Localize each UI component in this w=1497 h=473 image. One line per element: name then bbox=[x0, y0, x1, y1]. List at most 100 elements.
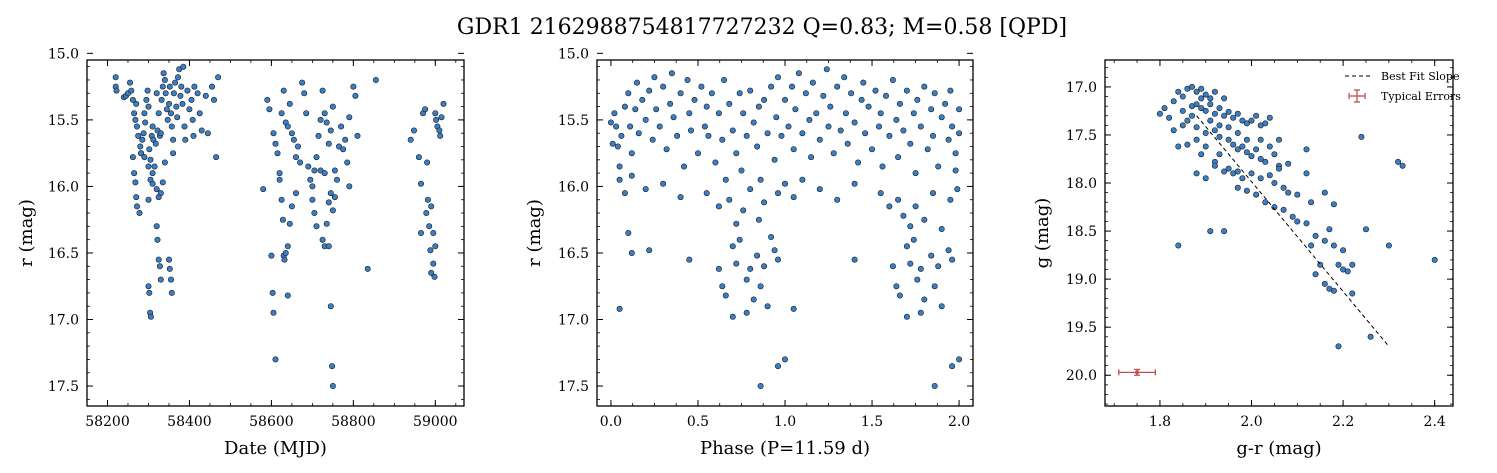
data-point bbox=[686, 110, 693, 117]
data-point bbox=[627, 123, 634, 130]
data-point bbox=[781, 180, 788, 187]
data-point bbox=[865, 103, 872, 110]
data-point bbox=[133, 100, 140, 107]
data-point bbox=[149, 170, 156, 177]
data-point bbox=[945, 247, 952, 254]
data-point bbox=[663, 146, 670, 153]
data-point bbox=[616, 163, 623, 170]
data-point bbox=[825, 123, 832, 130]
y-tick-label: 17.0 bbox=[48, 313, 79, 329]
data-point bbox=[761, 263, 768, 270]
data-point bbox=[1280, 184, 1287, 191]
data-point bbox=[862, 130, 869, 137]
data-point bbox=[278, 196, 285, 203]
data-point bbox=[432, 243, 439, 250]
data-point bbox=[1294, 191, 1301, 198]
data-point bbox=[141, 110, 148, 117]
data-point bbox=[158, 96, 165, 103]
data-point bbox=[889, 77, 896, 84]
data-point bbox=[142, 119, 149, 126]
data-point bbox=[290, 136, 297, 143]
data-point bbox=[166, 256, 173, 263]
legend-fit-label: Best Fit Slope bbox=[1381, 70, 1459, 83]
data-point bbox=[288, 130, 295, 137]
data-point bbox=[1303, 170, 1310, 177]
data-point bbox=[646, 247, 653, 254]
data-point bbox=[740, 110, 747, 117]
data-point bbox=[1321, 280, 1328, 287]
data-point bbox=[215, 74, 222, 81]
data-point bbox=[427, 247, 434, 254]
data-point bbox=[931, 90, 938, 97]
data-point bbox=[851, 119, 858, 126]
data-point bbox=[157, 276, 164, 283]
data-point bbox=[1198, 85, 1205, 92]
data-point bbox=[795, 70, 802, 77]
data-point bbox=[152, 140, 159, 147]
data-point bbox=[687, 127, 694, 134]
data-point bbox=[917, 123, 924, 130]
data-point bbox=[802, 90, 809, 97]
data-point bbox=[1234, 146, 1241, 153]
data-point bbox=[618, 132, 625, 139]
data-point bbox=[715, 110, 722, 117]
data-point bbox=[642, 116, 649, 123]
data-point bbox=[204, 130, 211, 137]
data-point bbox=[266, 106, 273, 113]
x-tick-label: 58200 bbox=[85, 414, 130, 430]
data-point bbox=[281, 256, 288, 263]
data-point bbox=[868, 146, 875, 153]
data-point bbox=[173, 103, 180, 110]
data-point bbox=[288, 203, 295, 210]
data-point bbox=[190, 132, 197, 139]
data-point bbox=[309, 196, 316, 203]
data-point bbox=[935, 263, 942, 270]
data-point bbox=[830, 150, 837, 157]
data-point bbox=[1326, 226, 1333, 233]
data-point bbox=[842, 110, 849, 117]
data-point bbox=[903, 243, 910, 250]
data-point bbox=[426, 223, 433, 230]
data-point bbox=[768, 83, 775, 90]
data-point bbox=[907, 223, 914, 230]
legend-error-label: Typical Errors bbox=[1381, 90, 1461, 103]
data-point bbox=[1431, 256, 1438, 263]
data-point bbox=[147, 156, 154, 163]
data-point bbox=[750, 119, 757, 126]
data-point bbox=[750, 296, 757, 303]
data-point bbox=[757, 382, 764, 389]
data-point bbox=[436, 127, 443, 134]
data-point bbox=[329, 207, 336, 214]
data-point bbox=[790, 305, 797, 312]
data-point bbox=[886, 203, 893, 210]
data-point bbox=[276, 170, 283, 177]
data-point bbox=[912, 170, 919, 177]
x-tick-label: 0.0 bbox=[600, 414, 622, 430]
data-point bbox=[646, 87, 653, 94]
data-point bbox=[938, 226, 945, 233]
data-point bbox=[931, 382, 938, 389]
data-point bbox=[1330, 201, 1337, 208]
data-point bbox=[722, 176, 729, 183]
data-point bbox=[740, 207, 747, 214]
data-point bbox=[131, 110, 138, 117]
data-point bbox=[834, 196, 841, 203]
data-point bbox=[956, 356, 963, 363]
data-point bbox=[1184, 117, 1191, 124]
data-point bbox=[1221, 228, 1228, 235]
data-point bbox=[736, 90, 743, 97]
data-point bbox=[329, 382, 336, 389]
data-point bbox=[895, 154, 902, 161]
data-point bbox=[799, 130, 806, 137]
data-point bbox=[1211, 110, 1218, 117]
data-point bbox=[134, 203, 141, 210]
data-point bbox=[694, 150, 701, 157]
data-point bbox=[321, 170, 328, 177]
data-point bbox=[792, 106, 799, 113]
data-point bbox=[879, 163, 886, 170]
date-xlabel: Date (MJD) bbox=[224, 438, 327, 459]
data-point bbox=[729, 313, 736, 320]
data-point bbox=[156, 263, 163, 270]
y-tick-label: 16.5 bbox=[48, 246, 79, 262]
date-axes-frame bbox=[86, 59, 465, 407]
